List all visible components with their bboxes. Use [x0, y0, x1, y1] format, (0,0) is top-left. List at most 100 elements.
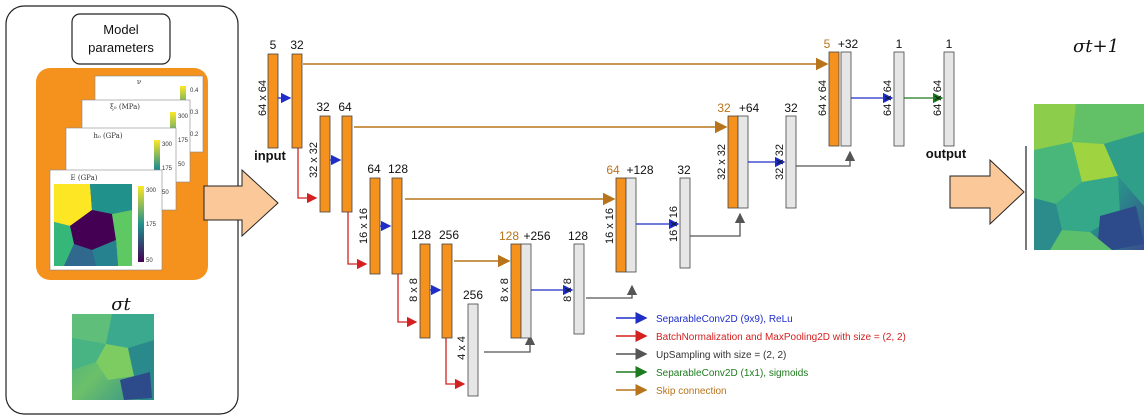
grain-map-E [54, 184, 132, 266]
block-d1-conv [785, 115, 797, 209]
output-label: output [926, 146, 967, 161]
tick-label: 50 [178, 162, 185, 168]
block-d1-up [737, 115, 749, 209]
model-params-label-line2: parameters [88, 40, 154, 55]
block-d2-conv [679, 177, 691, 269]
block-d0-skip [828, 51, 840, 147]
tick-label: 0.3 [190, 110, 199, 116]
legend-item-final-conv: SeparableConv2D (1x1), sigmoids [656, 368, 808, 379]
ch-d0-conv: 1 [896, 37, 903, 51]
tick-label: 300 [178, 114, 189, 120]
size-d0-a: 64 x 64 [817, 80, 829, 116]
block-output [943, 51, 955, 147]
tick-label: 175 [178, 138, 189, 144]
ch-d3-skip: 128 [499, 229, 519, 243]
sigma-t1-field [1034, 104, 1144, 250]
tick-label: 0.4 [190, 88, 199, 94]
conv-blocks [267, 51, 955, 397]
output-block-arrow [949, 158, 1025, 226]
block-l1-a [319, 115, 331, 213]
channel-labels: 5 32 32 64 64 128 128 256 256 128 +256 1… [270, 37, 953, 302]
block-l2-b [391, 177, 403, 275]
sigma-t1-label: σt+1 [1073, 36, 1119, 57]
block-l3-b [441, 243, 453, 339]
size-d0-c: 64 x 64 [932, 80, 944, 116]
size-d1-b: 32 x 32 [774, 144, 786, 180]
ch-l0-a: 5 [270, 38, 277, 52]
ch-d0-skip: 5 [824, 37, 831, 51]
skip-connections [303, 57, 829, 268]
legend: SeparableConv2D (9x9), ReLu BatchNormali… [616, 312, 906, 397]
block-d2-skip [615, 177, 627, 273]
block-l0-a [267, 53, 279, 149]
size-l0: 64 x 64 [257, 80, 269, 116]
tick-label: 175 [162, 166, 173, 172]
sigma-t-label: σt [111, 294, 131, 315]
ch-d2-skip: 64 [606, 163, 620, 177]
size-d1-a: 32 x 32 [716, 144, 728, 180]
ch-d3-conv: 128 [568, 229, 588, 243]
ch-bottleneck: 256 [463, 288, 483, 302]
input-block-arrow [203, 168, 279, 238]
block-l1-b [341, 115, 353, 213]
block-d3-up [520, 243, 532, 339]
block-l2-a [369, 177, 381, 275]
conv-arrows [278, 92, 894, 296]
size-l2: 16 x 16 [358, 208, 370, 244]
ch-d3-concat: +256 [523, 229, 550, 243]
tick-label: 0.2 [190, 132, 199, 138]
block-d1-skip [727, 115, 739, 209]
model-params-label-line1: Model [103, 22, 139, 37]
legend-item-skip: Skip connection [656, 386, 727, 397]
block-d0-up [840, 51, 852, 147]
ch-l3-a: 128 [411, 228, 431, 242]
upsampling-arrows [484, 150, 856, 353]
ch-l3-b: 256 [439, 228, 459, 242]
size-bottleneck: 4 x 4 [456, 336, 468, 360]
legend-item-pool: BatchNormalization and MaxPooling2D with… [656, 332, 906, 343]
ch-d1-concat: +64 [739, 101, 760, 115]
size-d0-b: 64 x 64 [882, 80, 894, 116]
sigma-t-field [72, 314, 154, 400]
ch-d2-concat: +128 [626, 163, 653, 177]
tick-label: 300 [162, 142, 173, 148]
size-d3-a: 8 x 8 [499, 278, 511, 302]
block-d3-conv [573, 243, 585, 335]
ch-l2-b: 128 [388, 162, 408, 176]
size-d2-b: 16 x 16 [668, 206, 680, 242]
card-title: ξ₀ (MPa) [110, 103, 140, 111]
size-labels: 64 x 64 32 x 32 16 x 16 8 x 8 4 x 4 8 x … [257, 80, 944, 360]
tick-label: 50 [146, 258, 153, 264]
block-bottleneck [467, 303, 479, 397]
ch-d1-skip: 32 [717, 101, 731, 115]
block-l0-b [291, 53, 303, 149]
legend-item-upsample: UpSampling with size = (2, 2) [656, 350, 786, 361]
size-d3-b: 8 x 8 [562, 278, 574, 302]
ch-l1-b: 64 [338, 100, 352, 114]
ch-d1-conv: 32 [784, 101, 798, 115]
block-d0-conv [893, 51, 905, 147]
size-d2-a: 16 x 16 [604, 208, 616, 244]
ch-l0-b: 32 [290, 38, 304, 52]
tick-label: 300 [146, 188, 157, 194]
ch-d0-concat: +32 [838, 37, 859, 51]
ch-l2-a: 64 [367, 162, 381, 176]
pooling-arrows [297, 148, 466, 390]
card-title: ν [137, 78, 141, 86]
tick-label: 175 [146, 222, 157, 228]
card-title: E (GPa) [71, 174, 98, 182]
card-title: h₀ (GPa) [93, 132, 122, 140]
block-d2-up [625, 177, 637, 273]
ch-output: 1 [946, 37, 953, 51]
input-label: input [254, 148, 286, 163]
param-card-E: E (GPa) 300 175 50 [49, 169, 163, 271]
tick-label: 50 [162, 190, 169, 196]
size-l1: 32 x 32 [308, 142, 320, 178]
ch-l1-a: 32 [316, 100, 330, 114]
block-l3-a [419, 243, 431, 339]
legend-item-conv: SeparableConv2D (9x9), ReLu [656, 314, 793, 325]
block-d3-skip [510, 243, 522, 339]
model-params-label-box [71, 13, 171, 65]
ch-d2-conv: 32 [677, 163, 691, 177]
